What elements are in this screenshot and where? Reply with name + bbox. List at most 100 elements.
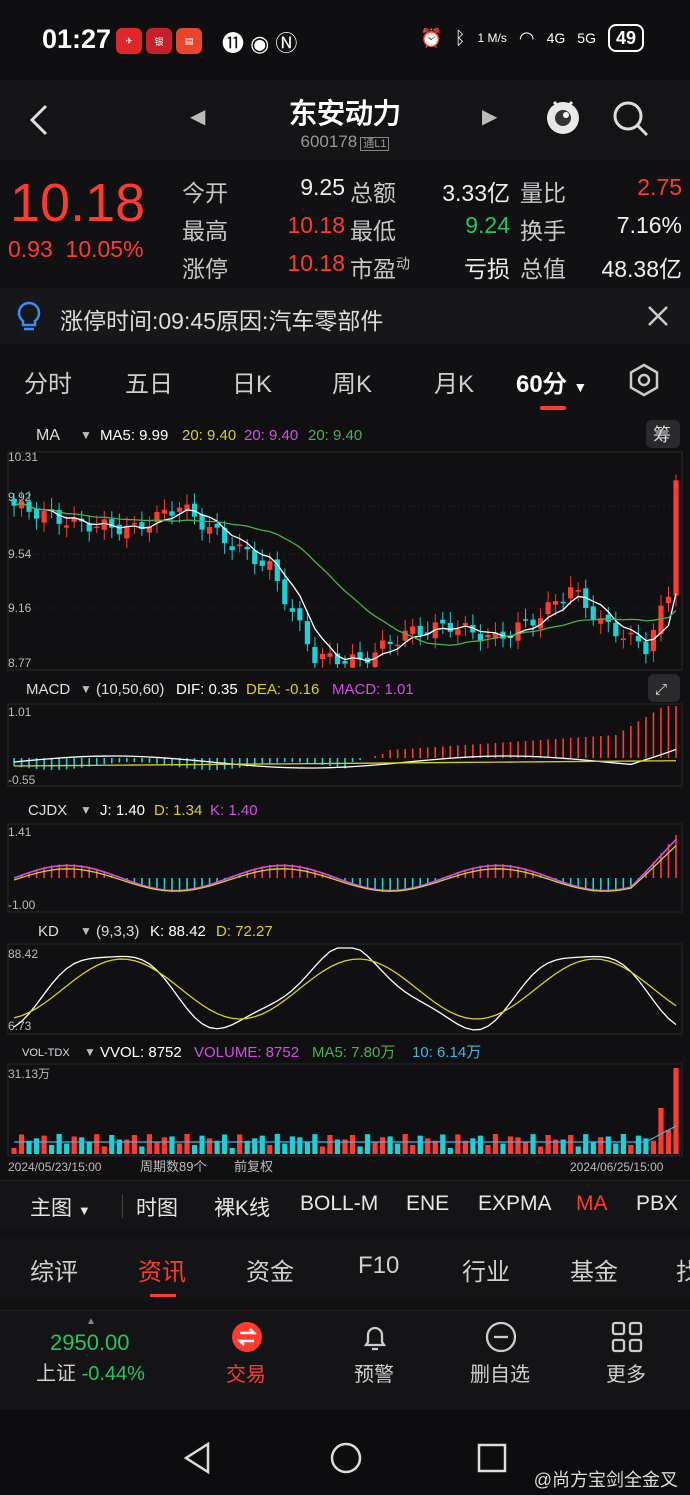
volume-bar [425,1138,431,1154]
tab-60min[interactable]: 60分 ▼ [516,364,587,399]
candle-body [289,608,295,612]
chart-area[interactable] [0,418,690,1178]
vol-dropdown-icon[interactable]: ▼ [84,1045,96,1059]
sec-tab-more[interactable]: 找 [676,1259,690,1286]
ma-dropdown-icon[interactable]: ▼ [80,428,92,442]
nav-recents-icon[interactable] [474,1440,510,1476]
candle-body [349,654,356,668]
candle-body [568,587,574,599]
label-volume-ratio: 量比 [520,180,566,206]
kd-k: K: 88.42 [150,923,206,940]
cjdx-label[interactable]: CJDX [28,802,67,819]
chip-button[interactable] [646,420,680,448]
volume-bar [560,1139,566,1154]
candle-body [139,522,145,530]
sec-tab-overview[interactable]: 综评 [30,1259,78,1286]
alarm-icon: ⏰ [420,27,443,48]
index-row[interactable]: 上证 -0.44% [36,1357,145,1386]
volume-bar [432,1140,438,1154]
ma-label[interactable]: MA [36,427,60,444]
next-stock-icon[interactable]: ▶ [482,106,498,128]
assistant-robot-icon[interactable] [542,96,584,138]
candle-body [643,641,649,655]
price-axis-bottom: 8.77 [8,656,32,670]
volume-bar [176,1143,183,1154]
remove-watchlist-icon[interactable] [484,1320,518,1354]
tab-five-day[interactable]: 五日 [125,371,173,398]
close-icon[interactable] [644,302,672,330]
divider [122,1194,123,1218]
nav-more[interactable]: 更多 [606,1364,646,1386]
index-value[interactable]: 2950.00 [50,1330,130,1355]
volume-bar [440,1134,446,1154]
nav-home-icon[interactable] [328,1440,364,1476]
volume-bar [477,1135,484,1154]
candle-body [342,660,348,664]
sec-tab-news[interactable]: 资讯 [138,1259,186,1286]
ind-tab-pbx[interactable]: PBX [636,1192,679,1215]
tab-monthly-k[interactable]: 月K [434,371,475,398]
tab-weekly-k[interactable]: 周K [332,371,373,398]
volume-bar [349,1135,356,1154]
candle-body [274,559,280,582]
stock-code: 600178 通L1 [0,132,690,152]
pe-dynamic-sup: 动 [396,255,410,272]
expand-icon[interactable]: ⤢ [655,681,668,698]
expand-button[interactable] [648,674,680,702]
sec-tab-industry[interactable]: 行业 [462,1259,510,1286]
kd-k-line [13,947,677,1031]
kline-chart[interactable]: MA ▼ MA5: 9.99 20: 9.40 20: 9.40 20: 9.4… [0,418,690,1178]
nav-back-icon[interactable] [180,1440,216,1476]
limit-up-notice[interactable] [0,288,690,344]
sec-tab-funds[interactable]: 资金 [246,1259,294,1286]
settings-icon[interactable] [626,362,662,398]
search-icon[interactable] [610,98,650,138]
candle-body [635,635,641,642]
volume-bar [49,1144,55,1154]
grid-more-icon[interactable] [610,1320,644,1354]
volume-bar [229,1147,235,1154]
vol-label[interactable]: VOL-TDX [22,1047,70,1059]
ind-tab-ma[interactable]: MA [576,1192,608,1215]
candle-body [33,508,40,519]
volume-bar [568,1135,574,1154]
nav-remove[interactable]: 删自选 [470,1364,530,1386]
status-bar [0,0,690,80]
kd-label[interactable]: KD [38,923,59,940]
ind-tab-ene[interactable]: ENE [406,1192,450,1215]
adjust-mode: 前复权 [234,1159,273,1174]
macd-label[interactable]: MACD [26,681,70,698]
sec-tab-f10[interactable]: F10 [358,1252,400,1279]
ind-tab-timechart[interactable]: 时图 [136,1197,178,1220]
value-limit-up: 10.18 [287,250,345,276]
chip-button-label[interactable]: 筹 [653,425,671,445]
kd-dropdown-icon[interactable]: ▼ [80,924,92,938]
tab-intraday[interactable]: 分时 [24,371,72,398]
cjdx-dropdown-icon[interactable]: ▼ [80,803,92,817]
ind-tab-boll[interactable]: BOLL-M [300,1192,379,1215]
macd-dropdown-icon[interactable]: ▼ [80,682,92,696]
main-chart-label: 主图 [30,1197,72,1220]
ind-tab-naked-k[interactable]: 裸K线 [214,1197,271,1220]
volume-bar [71,1136,77,1154]
trade-icon[interactable] [230,1320,264,1354]
sec-tab-fund[interactable]: 基金 [570,1259,618,1286]
volume-bar [507,1136,514,1154]
volume-bar [650,1140,657,1154]
bell-icon[interactable] [358,1320,392,1354]
section-tabs [0,1238,690,1298]
stock-name: 东安动力 [288,98,401,129]
back-icon[interactable] [22,100,62,140]
nav-alert[interactable]: 预警 [354,1364,394,1386]
nav-trade[interactable]: 交易 [226,1364,266,1386]
candle-body [447,622,453,632]
macd-dif: DIF: 0.35 [176,681,238,698]
tab-daily-k[interactable]: 日K [232,371,273,398]
candle-body [665,596,672,604]
ma5-value: MA5: 9.99 [100,427,168,444]
prev-stock-icon[interactable]: ◀ [190,106,206,128]
cjdx-j: J: 1.40 [100,802,145,819]
volume-bar [41,1135,47,1154]
ind-tab-expma[interactable]: EXPMA [478,1192,552,1215]
main-chart-selector[interactable]: 主图 ▼ [30,1192,91,1222]
